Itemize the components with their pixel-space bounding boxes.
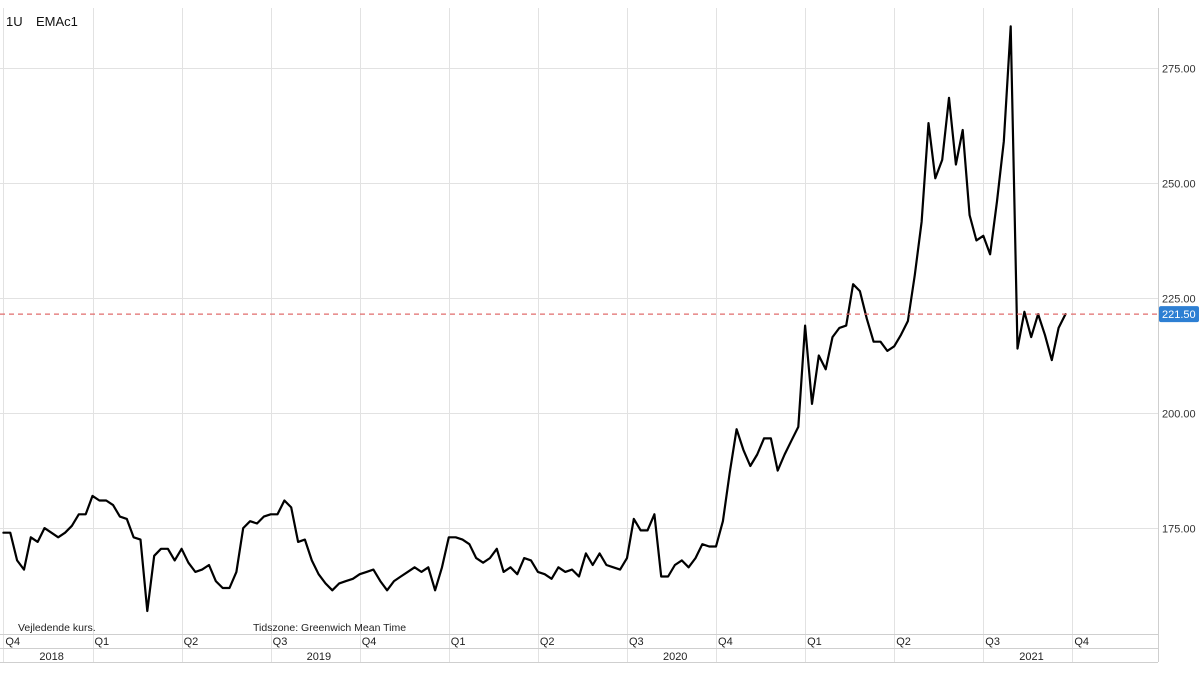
x-year-label: 2020: [663, 651, 687, 663]
series-layer: [2, 25, 1067, 613]
x-year-label: 2021: [1019, 651, 1043, 663]
price-series-line: [2, 25, 1067, 613]
y-axis: 175.00 200.00 225.00 250.00 275.00: [1162, 64, 1196, 536]
x-quarter-label: Q3: [985, 636, 1000, 648]
x-quarter-label: Q2: [896, 636, 911, 648]
x-quarter-label: Q2: [184, 636, 199, 648]
y-tick-label: 225.00: [1162, 294, 1196, 306]
x-quarter-label: Q4: [362, 636, 377, 648]
x-quarter-label: Q1: [807, 636, 822, 648]
x-quarter-label: Q1: [95, 636, 110, 648]
axes-frame: [0, 8, 1159, 663]
timezone-note: Tidszone: Greenwich Mean Time: [253, 622, 406, 634]
y-tick-label: 250.00: [1162, 179, 1196, 191]
x-quarter-label: Q4: [718, 636, 733, 648]
x-quarter-label: Q4: [5, 636, 20, 648]
y-tick-label: 175.00: [1162, 524, 1196, 536]
current-price-label: 221.50: [1162, 309, 1196, 321]
horizontal-gridlines: [0, 68, 1158, 529]
x-quarter-label: Q1: [451, 636, 466, 648]
x-axis-quarters: Q4 Q1 Q2 Q3 Q4 Q1 Q2 Q3 Q4 Q1 Q2 Q3 Q4: [5, 636, 1089, 648]
x-axis-years: 2018 2019 2020 2021: [39, 651, 1043, 663]
current-price-marker: 221.50: [0, 306, 1199, 323]
current-price-tag: [1159, 306, 1199, 323]
footer-note: Vejledende kurs.: [18, 622, 96, 634]
x-year-label: 2018: [39, 651, 63, 663]
x-year-label: 2019: [307, 651, 331, 663]
y-tick-label: 275.00: [1162, 64, 1196, 76]
vertical-gridlines: [3, 8, 1073, 662]
x-quarter-label: Q3: [273, 636, 288, 648]
y-tick-label: 200.00: [1162, 409, 1196, 421]
interval-label: 1U: [6, 14, 23, 29]
x-quarter-label: Q2: [540, 636, 555, 648]
symbol-label: EMAc1: [36, 14, 78, 29]
x-quarter-label: Q4: [1074, 636, 1089, 648]
x-quarter-label: Q3: [629, 636, 644, 648]
